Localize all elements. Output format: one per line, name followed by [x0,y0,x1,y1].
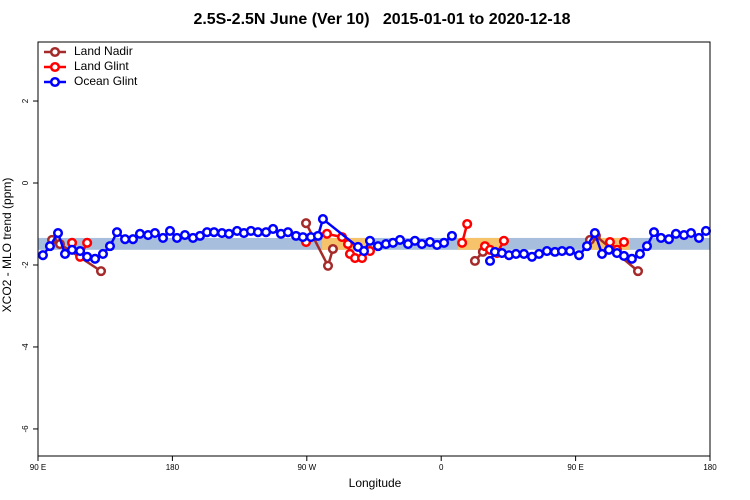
point [171,232,183,243]
y-tick-label: 2 [21,98,30,103]
point [533,248,545,259]
point [312,230,324,241]
point [37,250,48,261]
point [75,245,86,257]
plot-frame [37,41,711,457]
point [95,266,107,277]
point [179,230,190,241]
point [82,237,93,248]
x-tick-label: 90 E [30,463,46,472]
point [469,255,480,266]
point [44,241,55,252]
point [134,228,146,239]
point [223,228,235,239]
point [322,260,334,271]
point [111,227,123,238]
point [618,236,630,248]
point [317,214,328,225]
point [581,241,592,252]
point [66,244,78,255]
point [157,232,169,243]
point [297,232,308,243]
point [457,237,468,248]
point [603,244,614,255]
legend-marker [49,61,61,73]
plot-area [37,214,712,277]
point [655,232,667,243]
point [120,234,131,245]
point [52,227,64,239]
point [321,228,333,239]
point [438,237,450,248]
point [641,241,653,252]
point [498,235,509,246]
legend-label: Land Nadir [74,44,133,58]
point [618,250,630,262]
point [693,232,704,243]
point [327,243,338,255]
point [127,234,139,245]
point [663,234,674,245]
point [596,248,608,259]
point [626,253,637,264]
point [634,248,646,259]
x-axis-label: Longitude [349,476,402,490]
y-tick-label: 0 [21,180,30,185]
point [372,241,384,252]
y-tick-label: -2 [21,261,30,269]
point [394,234,406,246]
point [209,227,220,238]
point [104,241,116,252]
point [700,225,712,237]
point [564,245,575,257]
point [59,248,71,259]
legend-marker [49,76,61,88]
point [89,253,101,264]
legend-label: Land Glint [74,59,129,73]
x-tick-label: 180 [166,463,180,472]
point [82,251,93,262]
point [510,248,522,259]
point [301,218,312,229]
point [97,248,109,259]
point [364,235,376,246]
x-tick-label: 90 E [567,463,583,472]
point [648,227,660,238]
point [252,227,264,238]
point [282,227,294,238]
point [632,266,644,277]
x-tick-label: 0 [439,463,444,472]
point [462,218,473,230]
point [541,245,552,257]
point [164,225,176,237]
point [268,223,279,234]
point [685,227,697,239]
x-tick-label: 180 [703,463,717,472]
chart-title: 2.5S-2.5N June (Ver 10) 2015-01-01 to 20… [193,11,570,28]
point [416,239,427,250]
band [458,237,501,250]
point [670,228,682,239]
point [604,236,615,248]
point [573,250,585,261]
y-tick-label: -6 [21,425,30,433]
y-axis-label: XCO2 - MLO trend (ppm) [0,178,14,313]
legend-marker [49,46,61,58]
point [589,227,600,239]
point [358,245,370,257]
point [484,255,496,266]
x-tick-label: 90 W [297,463,316,472]
point [518,248,529,259]
point [446,230,458,241]
legend-label: Ocean Glint [74,74,138,88]
y-tick-label: -4 [21,343,30,351]
point [149,227,160,239]
point [556,245,568,257]
